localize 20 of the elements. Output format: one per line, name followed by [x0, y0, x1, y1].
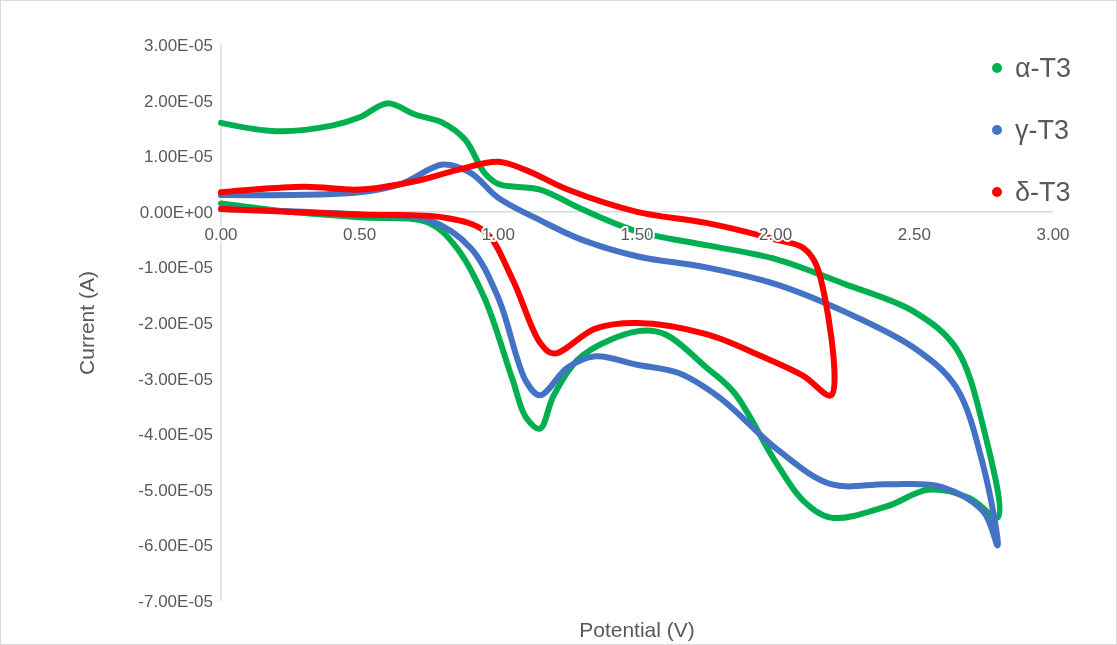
- y-tick-label: 3.00E-05: [144, 35, 213, 55]
- y-tick-label: 2.00E-05: [144, 91, 213, 111]
- legend-label: δ-T3: [1015, 177, 1071, 208]
- x-tick-label: 3.00: [1036, 224, 1070, 244]
- y-axis-title: Current (A): [75, 271, 98, 375]
- y-tick-label: -1.00E-05: [138, 258, 213, 278]
- legend-label: α-T3: [1015, 53, 1072, 84]
- y-tick-label: -5.00E-05: [138, 480, 213, 500]
- x-tick-label: 0.00: [204, 224, 238, 244]
- y-tick-label: -6.00E-05: [138, 536, 213, 556]
- x-tick-label: 0.50: [343, 224, 377, 244]
- y-tick-label: -4.00E-05: [138, 425, 213, 445]
- y-tick-label: -7.00E-05: [138, 591, 213, 611]
- y-tick-label: -3.00E-05: [138, 369, 213, 389]
- y-tick-label: -2.00E-05: [138, 313, 213, 333]
- y-tick-label: 0.00E+00: [139, 202, 213, 222]
- legend-label: γ-T3: [1015, 115, 1069, 146]
- x-axis-title: Potential (V): [579, 618, 695, 641]
- y-tick-label: 1.00E-05: [144, 147, 213, 167]
- x-tick-label: 2.50: [897, 224, 931, 244]
